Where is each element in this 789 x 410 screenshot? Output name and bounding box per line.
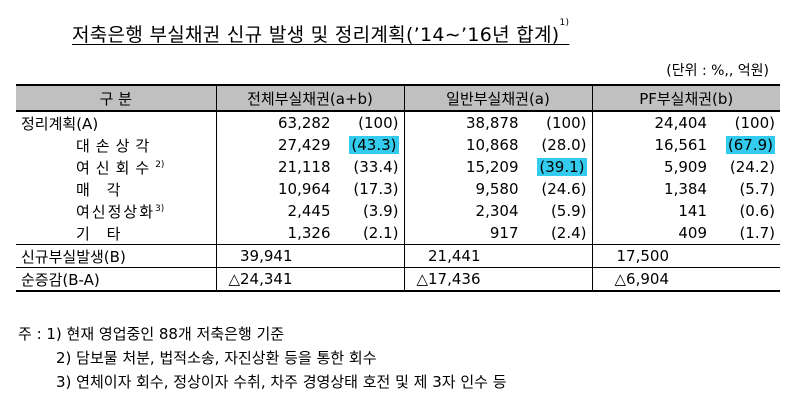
footnote-2: 2) 담보물 처분, 법적소송, 자진상환 등을 통한 회수 [56, 349, 377, 367]
table-row: 대손상각 27,429 (43.3) 10,868 (28.0) 16,561 (67.9) [16, 134, 780, 156]
title-footnote-mark: 1) [559, 18, 570, 28]
cell-percent: (43.3) [349, 136, 399, 154]
data-cell: △6,904 [592, 267, 780, 292]
header-pf: PF부실채권(b) [592, 85, 780, 112]
cell-value: 2,304 [475, 202, 519, 220]
data-cell: 24,404 (100) [592, 111, 780, 134]
row-label: 순증감(B-A) [16, 267, 217, 292]
cell-value: 21,441 [428, 247, 481, 265]
cell-value: 39,941 [240, 247, 293, 265]
data-cell: 10,868 (28.0) [404, 134, 593, 156]
cell-value: 38,878 [466, 114, 519, 132]
cell-percent: (24.6) [541, 180, 587, 198]
cell-value: 917 [489, 224, 519, 242]
data-cell: 15,209 (39.1) [404, 156, 593, 178]
data-cell: 2,445 (3.9) [216, 200, 405, 222]
data-cell: 17,500 [592, 244, 780, 268]
row-label: 기 타 [16, 222, 217, 245]
row-label: 대손상각 [16, 134, 217, 156]
footnotes: 주 : 1) 현재 영업중인 88개 저축은행 기준 2) 담보물 처분, 법적… [18, 322, 507, 394]
data-cell: 21,441 [404, 244, 593, 268]
header-general: 일반부실채권(a) [404, 85, 593, 112]
data-cell: 1,326 (2.1) [216, 222, 405, 245]
data-cell: 27,429 (43.3) [216, 134, 405, 156]
data-cell: 10,964 (17.3) [216, 178, 405, 200]
cell-value: 2,445 [287, 202, 331, 220]
cell-percent: (28.0) [541, 136, 587, 154]
cell-percent: (67.9) [725, 136, 775, 154]
footnote-mark: 3) [155, 203, 165, 214]
row-label: 매 각 [16, 178, 217, 200]
cell-value: △24,341 [228, 270, 293, 288]
table-row: 정리계획(A) 63,282 (100) 38,878 (100) 24,404 (100) [16, 111, 780, 134]
cell-value: △6,904 [614, 270, 669, 288]
cell-percent: (3.9) [362, 202, 399, 220]
cell-value: 63,282 [278, 114, 331, 132]
cell-percent: (2.4) [550, 224, 587, 242]
cell-value: 9,580 [475, 180, 519, 198]
row-label: 여신회수2) [16, 156, 217, 178]
data-cell: △24,341 [216, 267, 405, 292]
data-cell: 409 (1.7) [592, 222, 780, 245]
data-cell: 917 (2.4) [404, 222, 593, 245]
cell-value: 1,326 [287, 224, 331, 242]
data-cell: 63,282 (100) [216, 111, 405, 134]
data-cell: 21,118 (33.4) [216, 156, 405, 178]
cell-value: 409 [678, 224, 707, 242]
cell-value: △17,436 [416, 270, 481, 288]
data-cell: △17,436 [404, 267, 593, 292]
table-row: 기 타 1,326 (2.1) 917 (2.4) 409 (1.7) [16, 222, 780, 245]
cell-percent: (0.6) [739, 202, 775, 220]
data-cell: 5,909 (24.2) [592, 156, 780, 178]
footnote-1: 주 : 1) 현재 영업중인 88개 저축은행 기준 [18, 325, 285, 343]
row-label: 신규부실발생(B) [16, 244, 217, 268]
cell-percent: (5.9) [550, 202, 587, 220]
cell-value: 141 [678, 202, 707, 220]
table-row: 신규부실발생(B) 39,941 21,441 17,500 [16, 244, 780, 268]
cell-percent: (24.2) [729, 158, 775, 176]
cell-percent: (2.1) [362, 224, 399, 242]
cell-percent: (33.4) [353, 158, 399, 176]
table-row: 여신회수2) 21,118 (33.4) 15,209 (39.1) 5,909 (24.2… [16, 156, 780, 178]
table-row: 순증감(B-A) △24,341 △17,436 △6,904 [16, 267, 780, 292]
header-row: 구 분 전체부실채권(a+b) 일반부실채권(a) PF부실채권(b) [16, 85, 780, 112]
cell-percent: (100) [358, 114, 399, 132]
cell-percent: (1.7) [739, 224, 775, 242]
table-title: 저축은행 부실채권 신규 발생 및 정리계획(’14∼’16년 합계)1) [72, 18, 570, 46]
cell-value: 5,909 [664, 158, 707, 176]
cell-value: 16,561 [654, 136, 708, 154]
cell-percent: (100) [734, 114, 775, 132]
data-cell: 16,561 (67.9) [592, 134, 780, 156]
bad-loan-table: 구 분 전체부실채권(a+b) 일반부실채권(a) PF부실채권(b) 정리계획… [16, 84, 780, 292]
unit-label: (단위 : %,, 억원) [666, 63, 769, 79]
data-cell: 141 (0.6) [592, 200, 780, 222]
data-cell: 9,580 (24.6) [404, 178, 593, 200]
cell-value: 10,868 [466, 136, 519, 154]
data-cell: 39,941 [216, 244, 405, 268]
row-label: 여신정상화3) [16, 200, 217, 222]
header-category: 구 분 [16, 85, 217, 112]
table-row: 매 각 10,964 (17.3) 9,580 (24.6) 1,384 (5.7) [16, 178, 780, 200]
data-cell: 2,304 (5.9) [404, 200, 593, 222]
cell-value: 1,384 [664, 180, 707, 198]
cell-value: 17,500 [616, 247, 670, 265]
footnote-mark: 2) [155, 159, 165, 170]
cell-percent: (39.1) [537, 158, 587, 176]
cell-value: 10,964 [278, 180, 331, 198]
footnote-3: 3) 연체이자 회수, 정상이자 수취, 차주 경영상태 호전 및 제 3자 인… [56, 373, 507, 391]
data-cell: 38,878 (100) [404, 111, 593, 134]
cell-value: 27,429 [278, 136, 331, 154]
cell-percent: (100) [546, 114, 587, 132]
table-row: 여신정상화3) 2,445 (3.9) 2,304 (5.9) 141 (0.6) [16, 200, 780, 222]
cell-value: 24,404 [654, 114, 708, 132]
cell-value: 21,118 [278, 158, 331, 176]
cell-percent: (5.7) [739, 180, 775, 198]
row-label: 정리계획(A) [16, 111, 217, 134]
data-cell: 1,384 (5.7) [592, 178, 780, 200]
cell-percent: (17.3) [353, 180, 399, 198]
cell-value: 15,209 [466, 158, 519, 176]
header-total: 전체부실채권(a+b) [216, 85, 405, 112]
